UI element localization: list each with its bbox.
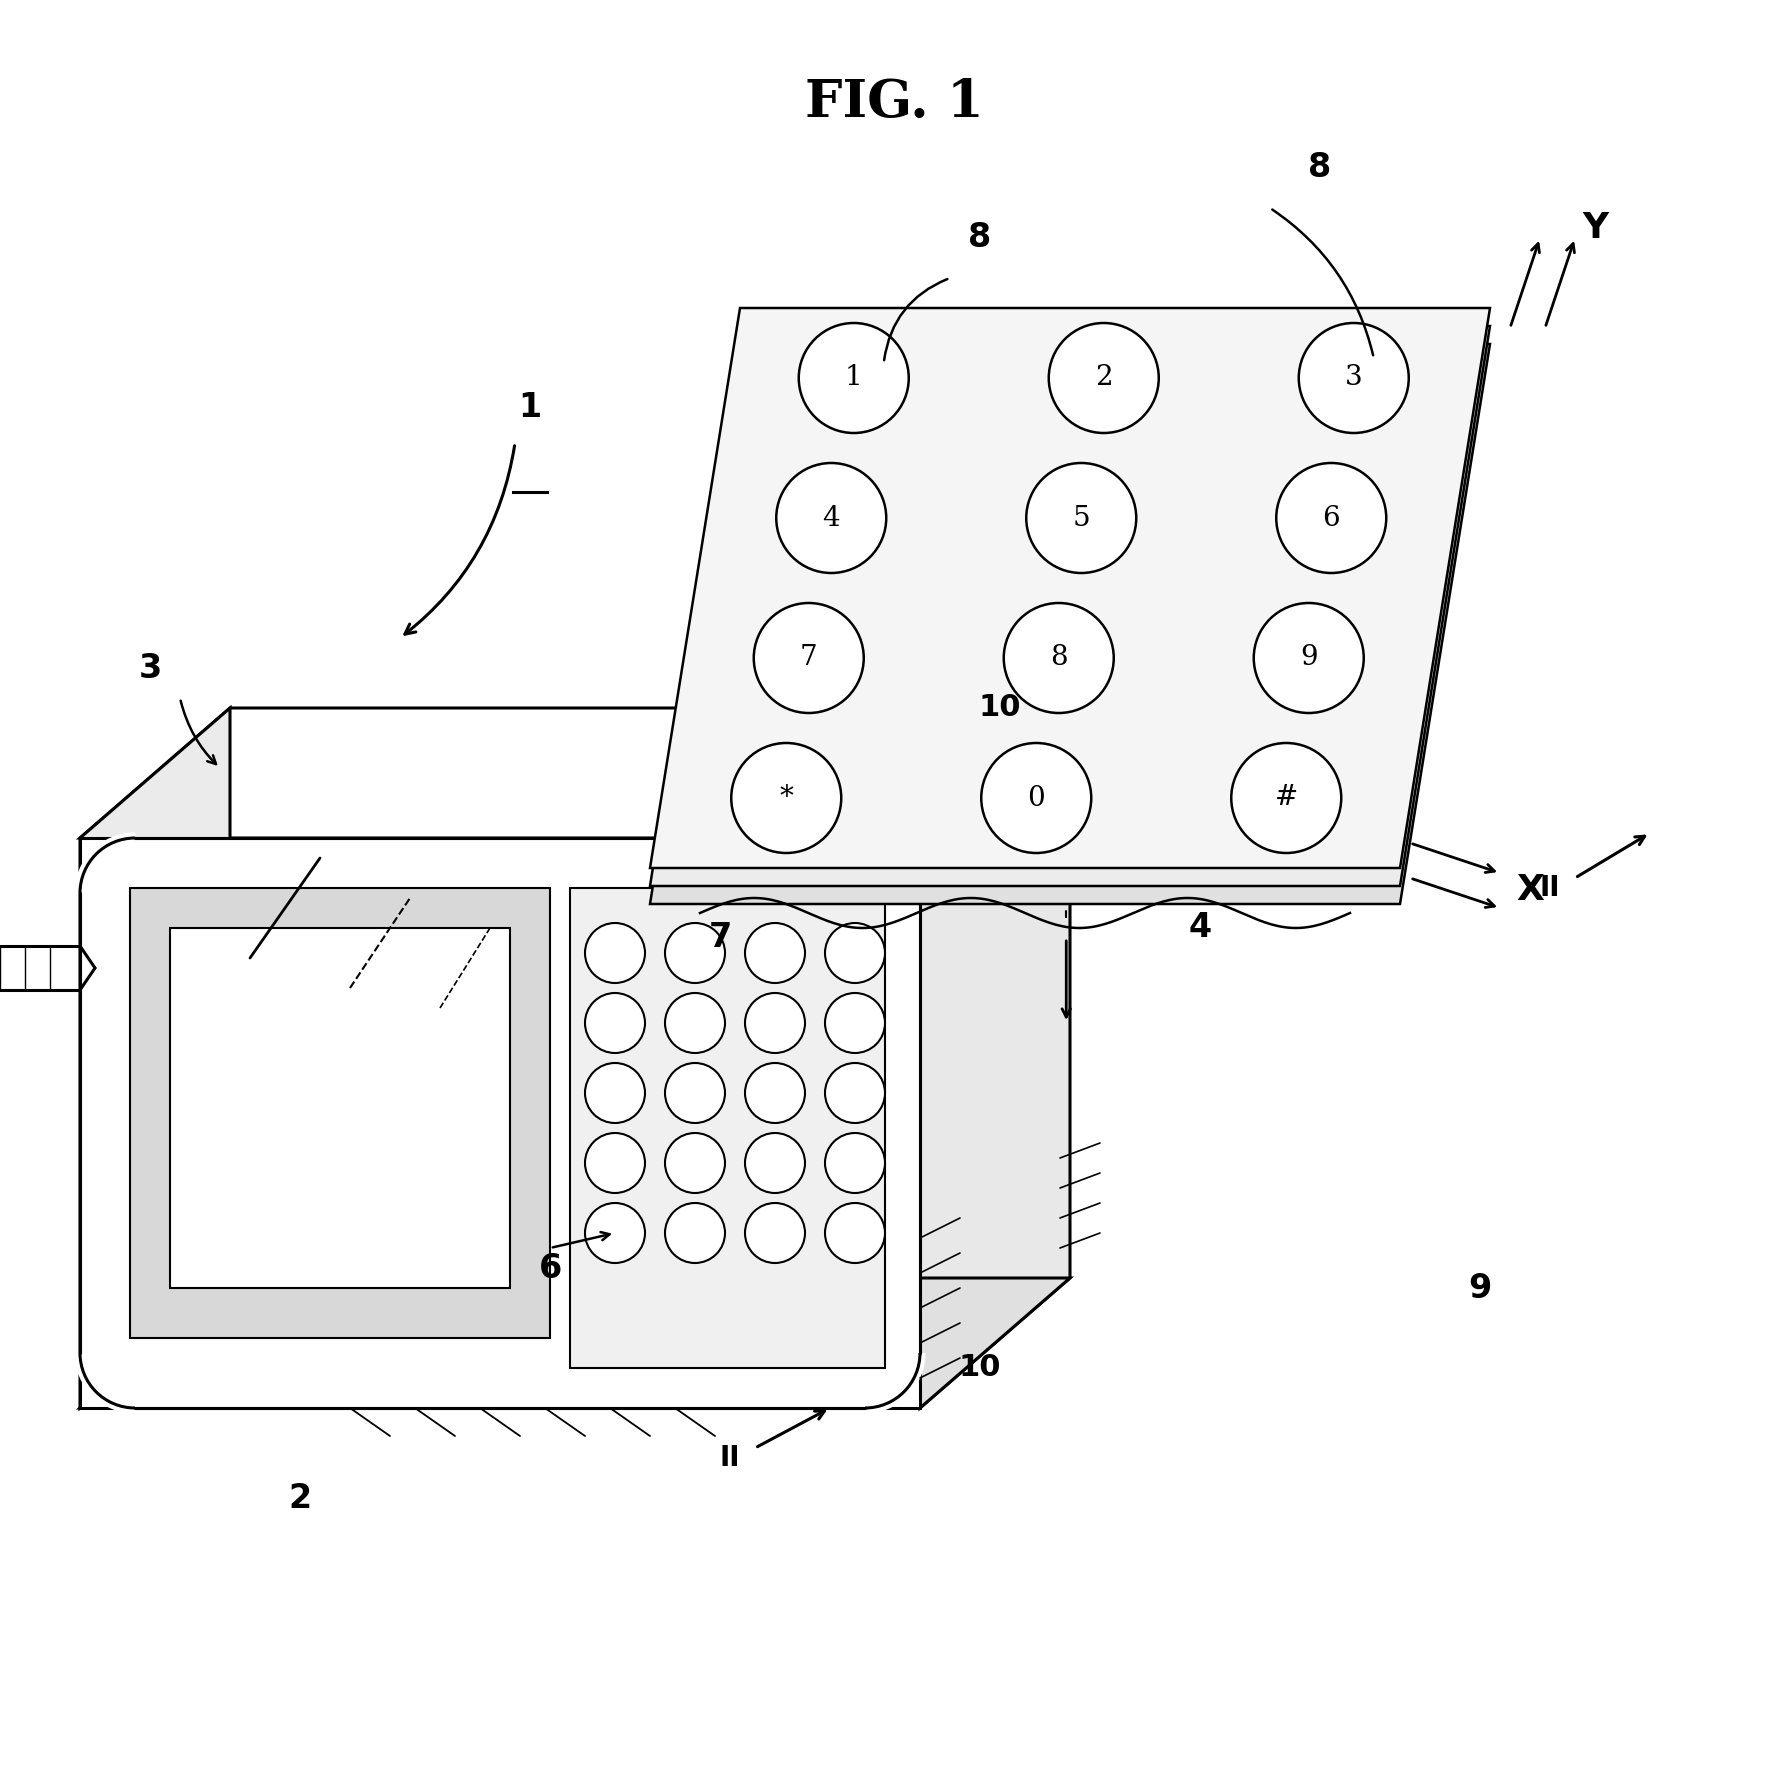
Polygon shape — [80, 708, 231, 1407]
Text: 1: 1 — [846, 365, 862, 392]
Circle shape — [1050, 324, 1159, 433]
Polygon shape — [131, 889, 551, 1337]
Circle shape — [824, 1203, 885, 1262]
Circle shape — [824, 923, 885, 983]
Circle shape — [731, 744, 840, 853]
Circle shape — [1003, 603, 1114, 713]
Text: 1: 1 — [519, 392, 542, 424]
Circle shape — [982, 744, 1091, 853]
Text: 2: 2 — [288, 1482, 311, 1514]
Text: FIG. 1: FIG. 1 — [805, 77, 983, 129]
Text: Y: Y — [1582, 211, 1607, 245]
Circle shape — [746, 1064, 805, 1123]
Text: 8: 8 — [1309, 152, 1332, 184]
Text: 9: 9 — [1300, 644, 1318, 672]
Text: 2: 2 — [1094, 365, 1112, 392]
Circle shape — [1232, 744, 1341, 853]
Circle shape — [585, 1203, 645, 1262]
Text: II: II — [1539, 874, 1561, 901]
Text: 10: 10 — [978, 694, 1021, 722]
Text: #: # — [1275, 785, 1298, 812]
Text: 7: 7 — [708, 921, 731, 955]
Circle shape — [746, 923, 805, 983]
Circle shape — [824, 992, 885, 1053]
Circle shape — [585, 1064, 645, 1123]
Text: 3: 3 — [138, 651, 161, 685]
Text: 9: 9 — [1468, 1271, 1491, 1305]
Circle shape — [746, 1134, 805, 1193]
Circle shape — [1298, 324, 1409, 433]
Polygon shape — [80, 839, 921, 1407]
Polygon shape — [170, 928, 510, 1287]
Circle shape — [1277, 463, 1386, 572]
Circle shape — [585, 923, 645, 983]
Polygon shape — [651, 308, 1489, 867]
Circle shape — [585, 1134, 645, 1193]
Circle shape — [585, 992, 645, 1053]
Text: *: * — [780, 785, 794, 812]
Circle shape — [746, 1203, 805, 1262]
Circle shape — [665, 923, 724, 983]
Circle shape — [755, 603, 864, 713]
Text: 5: 5 — [1073, 504, 1091, 531]
Text: X: X — [1516, 873, 1543, 907]
Polygon shape — [80, 1278, 1069, 1407]
Text: 10: 10 — [958, 1354, 1001, 1382]
Text: 7: 7 — [799, 644, 817, 672]
Polygon shape — [651, 343, 1489, 905]
Text: 3: 3 — [1345, 365, 1362, 392]
Polygon shape — [651, 325, 1489, 887]
Polygon shape — [921, 708, 1069, 1407]
Circle shape — [746, 992, 805, 1053]
Circle shape — [665, 1203, 724, 1262]
Circle shape — [665, 992, 724, 1053]
Polygon shape — [80, 708, 1069, 839]
Circle shape — [665, 1064, 724, 1123]
Text: 6: 6 — [1323, 504, 1339, 531]
Circle shape — [799, 324, 908, 433]
Text: 0: 0 — [1028, 785, 1046, 812]
Circle shape — [824, 1064, 885, 1123]
Circle shape — [776, 463, 887, 572]
Text: 6: 6 — [538, 1252, 561, 1284]
Text: 4: 4 — [822, 504, 840, 531]
Circle shape — [824, 1134, 885, 1193]
Circle shape — [1253, 603, 1364, 713]
Circle shape — [665, 1134, 724, 1193]
Text: 4: 4 — [1189, 912, 1212, 944]
Text: 8: 8 — [969, 222, 992, 254]
Polygon shape — [570, 889, 885, 1368]
Circle shape — [1026, 463, 1135, 572]
Text: 8: 8 — [1050, 644, 1067, 672]
Text: II: II — [721, 1445, 740, 1472]
